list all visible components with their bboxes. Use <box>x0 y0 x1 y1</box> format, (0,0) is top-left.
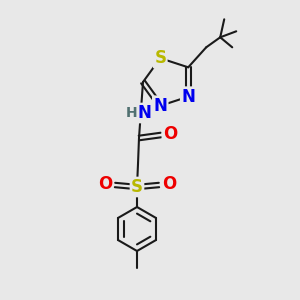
Text: O: O <box>162 175 176 193</box>
Text: H: H <box>126 106 138 120</box>
Text: O: O <box>98 175 112 193</box>
Text: O: O <box>163 125 177 143</box>
Text: N: N <box>137 104 151 122</box>
Text: S: S <box>154 49 166 67</box>
Text: S: S <box>131 178 143 196</box>
Text: N: N <box>153 97 167 115</box>
Text: N: N <box>181 88 195 106</box>
